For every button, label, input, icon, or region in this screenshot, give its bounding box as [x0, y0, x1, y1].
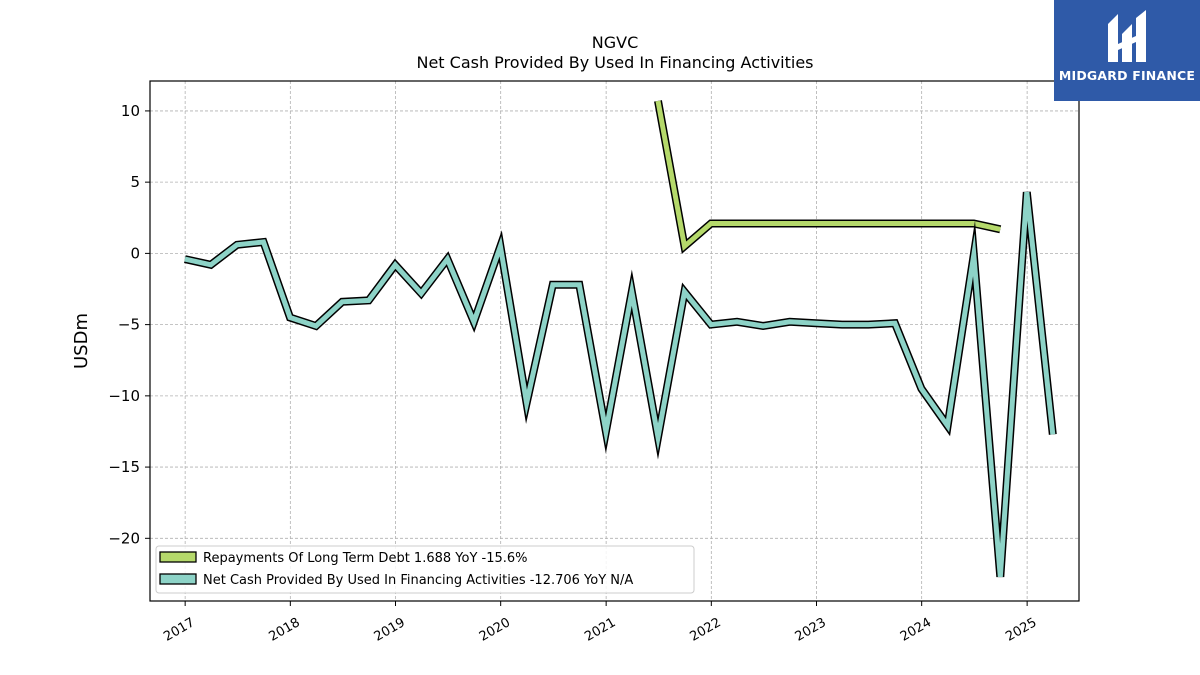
x-tick-label: 2021	[582, 615, 618, 645]
brand-logo: MIDGARD FINANCE	[1054, 0, 1200, 101]
y-tick-label: 0	[130, 244, 140, 262]
brand-logo-text: MIDGARD FINANCE	[1058, 68, 1196, 83]
y-tick-label: −15	[108, 458, 140, 476]
legend-swatch-repayments	[159, 551, 197, 563]
x-tick-label: 2022	[687, 615, 723, 645]
x-tick-label: 2018	[266, 615, 302, 645]
x-tick-label: 2025	[1003, 615, 1039, 645]
x-tick-label: 2017	[161, 615, 197, 645]
x-tick-label: 2019	[372, 615, 408, 645]
plot-frame	[149, 80, 1080, 602]
x-tick-label: 2023	[793, 615, 829, 645]
y-tick-label: −10	[108, 387, 140, 405]
series-layer	[184, 100, 1057, 578]
y-tick-label: −5	[118, 316, 140, 334]
y-tick-label: 5	[130, 173, 140, 191]
y-axis: 10 5 0 −5 −10 −15 −20	[108, 102, 150, 547]
y-tick-label: −20	[108, 529, 140, 547]
grid	[150, 81, 1079, 601]
chart-subtitle: Net Cash Provided By Used In Financing A…	[416, 53, 813, 72]
legend-label-repayments: Repayments Of Long Term Debt 1.688 YoY -…	[203, 551, 528, 566]
series-line	[184, 191, 1056, 578]
series-line	[655, 100, 1001, 252]
chart-title: NGVC	[592, 33, 638, 52]
x-tick-label: 2020	[477, 615, 513, 645]
y-tick-label: 10	[121, 102, 140, 120]
series-2	[184, 191, 1057, 578]
x-axis: 2017 2018 2019 2020 2021 2022 2023 2024 2025	[161, 601, 1039, 645]
y-axis-label: USDm	[71, 313, 92, 369]
legend-swatch-financing	[159, 573, 197, 585]
series-line-outline	[184, 191, 1057, 578]
series-1	[654, 100, 1002, 254]
midgard-logo-icon	[1108, 10, 1146, 62]
x-tick-label: 2024	[898, 615, 934, 645]
legend-label-financing: Net Cash Provided By Used In Financing A…	[203, 573, 633, 588]
legend: Repayments Of Long Term Debt 1.688 YoY -…	[155, 545, 695, 594]
legend-frame	[155, 545, 695, 594]
